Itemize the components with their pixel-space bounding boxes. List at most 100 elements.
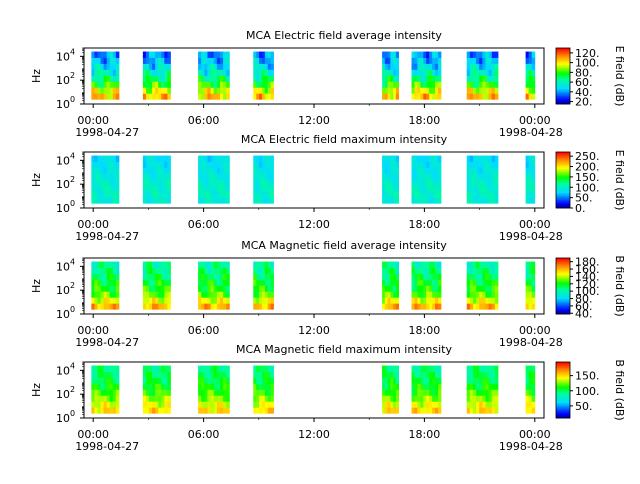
heatmap-cell [226, 93, 230, 100]
heatmap-cell [469, 267, 474, 274]
heatmap-cell [256, 167, 260, 174]
heatmap-cell [395, 261, 400, 268]
heatmap-cell [112, 173, 117, 180]
heatmap-cell [423, 155, 427, 162]
heatmap-cell [158, 81, 162, 88]
heatmap-cell [482, 383, 486, 390]
heatmap-cell [210, 93, 215, 100]
heatmap-cell [426, 365, 430, 372]
heatmap-cell [494, 155, 499, 162]
heatmap-cell [382, 167, 386, 174]
colorbar-segment [556, 383, 570, 385]
colorbar-segment [556, 69, 570, 71]
heatmap-cell [395, 57, 400, 64]
heatmap-cell [161, 395, 165, 402]
heatmap-cell [94, 401, 98, 408]
heatmap-cell [204, 303, 208, 310]
colorbar-segment [556, 55, 570, 57]
heatmap-cell [384, 273, 388, 280]
heatmap-cell [219, 273, 224, 280]
heatmap-cell [482, 185, 486, 192]
heatmap-cell [476, 297, 480, 304]
heatmap-cell [226, 297, 230, 304]
heatmap-cell [387, 365, 391, 372]
heatmap-cell [106, 371, 111, 378]
heatmap-cell [152, 267, 156, 274]
heatmap-cell [112, 267, 117, 274]
colorbar-segment [556, 366, 570, 368]
heatmap-cell [216, 57, 221, 64]
heatmap-cell [485, 365, 490, 372]
heatmap-cell [91, 383, 95, 390]
heatmap-cell [393, 291, 397, 298]
heatmap-cell [435, 377, 439, 384]
heatmap-cell [438, 401, 442, 408]
heatmap-cell [411, 365, 415, 372]
heatmap-cell [414, 297, 418, 304]
colorbar-tick-label: 180. [575, 256, 600, 269]
heatmap-cell [164, 395, 168, 402]
heatmap-cell [384, 377, 388, 384]
heatmap-cell [94, 57, 98, 64]
colorbar-segment [556, 258, 570, 260]
heatmap-cell [438, 87, 442, 94]
heatmap-cell [142, 365, 147, 372]
heatmap-cell [482, 63, 486, 70]
heatmap-cell [106, 161, 111, 168]
heatmap-cell [149, 93, 153, 100]
colorbar-segment [556, 194, 570, 196]
heatmap-cell [387, 285, 391, 292]
heatmap-cell [472, 87, 477, 94]
heatmap-cell [164, 407, 168, 414]
heatmap-cell [387, 93, 391, 100]
heatmap-cell [420, 69, 424, 76]
heatmap-cell [438, 377, 442, 384]
colorbar-segment [556, 307, 570, 309]
heatmap-cell [528, 383, 533, 390]
date-label-start: 1998-04-27 [75, 440, 139, 453]
heatmap-cell [142, 75, 147, 82]
heatmap-cell [482, 69, 486, 76]
heatmap-cell [204, 87, 208, 94]
heatmap-cell [216, 279, 221, 286]
heatmap-cell [207, 75, 211, 82]
colorbar-segment [556, 153, 570, 156]
heatmap-cell [528, 155, 533, 162]
heatmap-cell [390, 291, 394, 298]
heatmap-cell [207, 291, 211, 298]
heatmap-cell [253, 69, 257, 76]
heatmap-cell [423, 63, 427, 70]
heatmap-cell [414, 185, 418, 192]
heatmap-cell [411, 285, 415, 292]
heatmap-cell [204, 63, 208, 70]
heatmap-cell [390, 155, 394, 162]
heatmap-cell [531, 407, 536, 414]
y-tick-exponent: 4 [70, 257, 75, 266]
heatmap-cell [207, 371, 211, 378]
colorbar-segment [556, 70, 570, 73]
heatmap-cell [429, 407, 433, 414]
heatmap-cell [145, 69, 150, 76]
heatmap-cell [432, 63, 436, 70]
heatmap-cell [259, 173, 263, 180]
heatmap-cell [223, 383, 227, 390]
heatmap-cell [158, 155, 162, 162]
colorbar-segment [556, 94, 570, 96]
heatmap-cell [488, 291, 493, 298]
heatmap-cell [390, 371, 394, 378]
heatmap-cell [435, 161, 439, 168]
heatmap-cell [387, 273, 391, 280]
heatmap-cell [219, 407, 224, 414]
heatmap-cell [438, 167, 442, 174]
heatmap-cell [438, 161, 442, 168]
heatmap-cell [201, 191, 205, 198]
heatmap-cell [94, 285, 98, 292]
heatmap-cell [435, 389, 439, 396]
heatmap-cell [115, 185, 120, 192]
heatmap-cell [94, 261, 98, 268]
heatmap-cell [161, 191, 165, 198]
heatmap-cell [97, 285, 101, 292]
heatmap-cell [472, 179, 477, 186]
colorbar-segment [556, 405, 570, 408]
